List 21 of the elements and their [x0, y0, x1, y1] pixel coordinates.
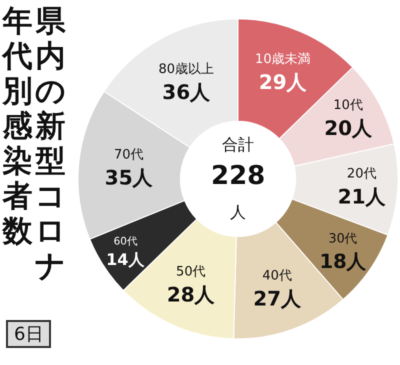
data-label: 18人	[319, 250, 368, 273]
data-label: 20人	[324, 116, 374, 140]
slice-label: 10歳未満	[255, 52, 311, 67]
slice-label: 50代	[176, 264, 206, 280]
data-label: 28人	[166, 282, 216, 306]
slice-label: 40代	[262, 268, 292, 284]
slice-label: 30代	[328, 231, 358, 246]
slice-label: 80歳以上	[158, 62, 214, 78]
slice-label: 10代	[333, 98, 363, 114]
data-label: 36人	[162, 80, 212, 104]
data-label: 27人	[253, 286, 302, 310]
slice-label: 20代	[346, 166, 376, 182]
data-label: 35人	[104, 165, 154, 190]
slice-label: 70代	[114, 147, 144, 162]
chart-title: 県内の新型コロナ年代別感染者数	[2, 4, 66, 284]
data-label: 14人	[106, 250, 146, 270]
text: 6日	[6, 320, 52, 348]
data-label: 29人	[258, 70, 308, 94]
text: 合計 228 人	[211, 135, 266, 222]
slice-label: 60代	[114, 235, 137, 248]
data-label: 21人	[338, 184, 387, 208]
